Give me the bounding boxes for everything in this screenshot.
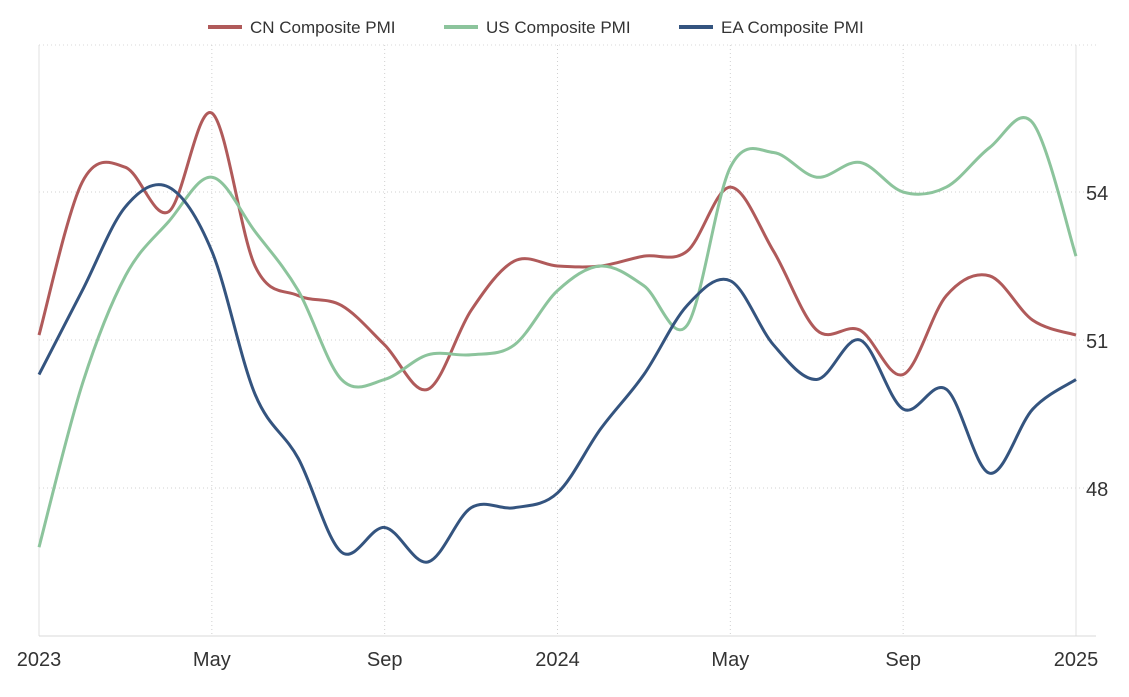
axes [38,45,1096,637]
x-tick-label: 2025 [1054,649,1099,671]
legend-item: CN Composite PMI [208,18,395,37]
y-tick-label: 48 [1086,479,1108,501]
legend-label: US Composite PMI [486,18,631,37]
tick-labels: 48 51 54 2023 May Sep 2024 May Sep 2025 [17,183,1109,671]
x-tick-label: 2024 [535,649,580,671]
series-line-us [37,116,1078,548]
x-tick-label: May [711,649,749,671]
legend-item: EA Composite PMI [679,18,864,37]
y-tick-label: 51 [1086,331,1108,353]
x-tick-label: Sep [367,649,403,671]
x-tick-label: 2023 [17,649,62,671]
series-line-cn [37,111,1077,392]
grid [39,44,1096,636]
x-tick-label: May [193,649,231,671]
series-line-ea [37,183,1077,564]
legend-label: EA Composite PMI [721,18,864,37]
legend-label: CN Composite PMI [250,18,395,37]
series-lines [37,111,1078,564]
legend-item: US Composite PMI [444,18,631,37]
y-tick-label: 54 [1086,183,1108,205]
x-tick-label: Sep [885,649,921,671]
legend: CN Composite PMI US Composite PMI EA Compo… [208,18,864,37]
